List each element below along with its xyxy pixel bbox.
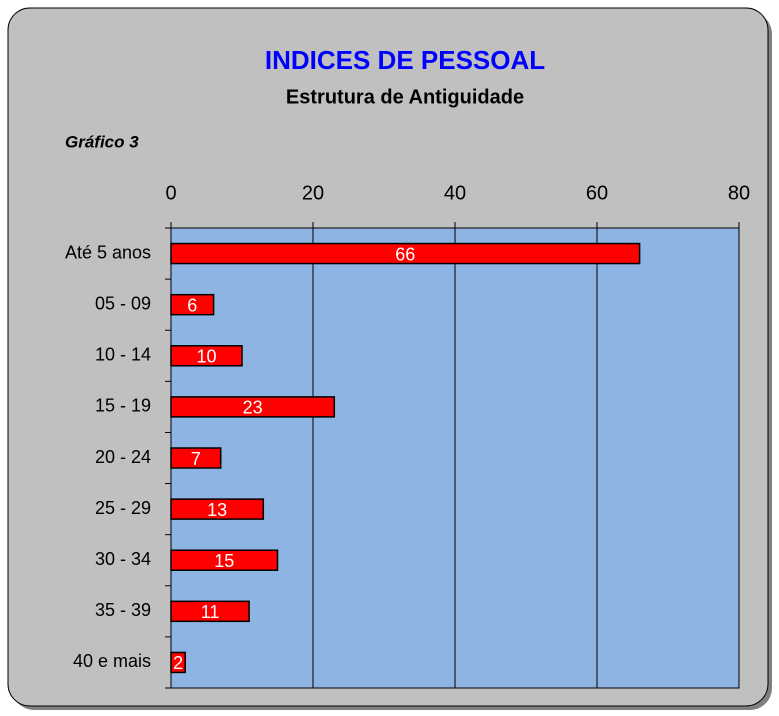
y-tick-label: 40 e mais xyxy=(73,651,151,671)
chart-subtitle: Estrutura de Antiguidade xyxy=(286,86,524,108)
x-tick-label: 20 xyxy=(302,182,324,204)
bar xyxy=(170,293,215,316)
y-tick-label: 05 - 09 xyxy=(95,293,151,313)
x-tick-label: 60 xyxy=(586,182,608,204)
data-label: 2 xyxy=(173,653,183,673)
x-tick-label: 0 xyxy=(165,182,176,204)
bar xyxy=(170,498,265,520)
bar xyxy=(170,396,336,418)
data-label: 10 xyxy=(196,347,216,367)
x-tick-label: 40 xyxy=(444,182,466,204)
data-label: 6 xyxy=(187,295,197,315)
data-label: 7 xyxy=(191,449,201,469)
data-label: 11 xyxy=(201,602,220,622)
bar xyxy=(170,600,250,623)
y-tick-label: 15 - 19 xyxy=(95,396,151,416)
bar xyxy=(170,549,279,571)
data-label: 23 xyxy=(243,398,263,418)
y-tick-label: 10 - 14 xyxy=(95,345,151,365)
x-tick-label: 80 xyxy=(728,182,750,204)
chart-title: INDICES DE PESSOAL xyxy=(265,45,545,75)
y-tick-label: 20 - 24 xyxy=(95,447,151,467)
data-label: 66 xyxy=(395,244,415,264)
y-tick-label: 35 - 39 xyxy=(95,600,151,620)
y-tick-label: 25 - 29 xyxy=(95,498,151,518)
bar xyxy=(170,651,186,674)
bar xyxy=(170,447,222,469)
data-label: 15 xyxy=(214,551,234,571)
y-tick-label: Até 5 anos xyxy=(65,242,151,262)
bar xyxy=(170,242,641,265)
annotation: Gráfico 3 xyxy=(65,132,139,151)
y-tick-label: 30 - 34 xyxy=(95,549,151,569)
bar xyxy=(170,345,243,367)
data-label: 13 xyxy=(207,500,227,520)
